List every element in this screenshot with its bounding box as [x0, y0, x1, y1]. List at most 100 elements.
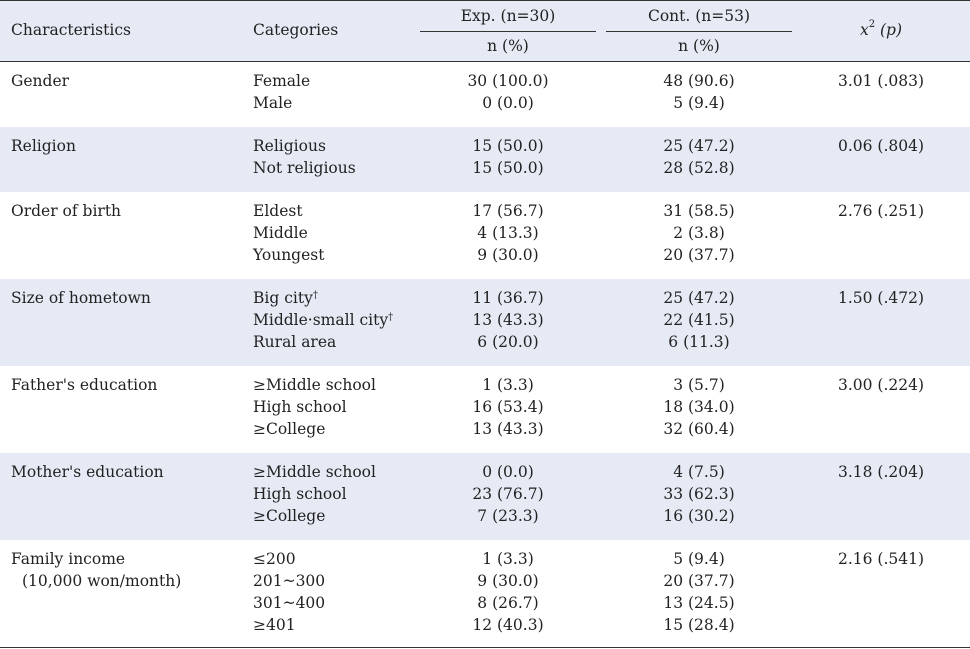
header-cont-group: Cont. (n=53)	[647, 7, 751, 25]
category-cell: Middle·small city†	[253, 309, 393, 331]
category-label: Big city	[253, 289, 313, 307]
category-cell: High school	[253, 396, 347, 418]
cont-value: 28 (52.8)	[663, 159, 735, 177]
characteristic-sublabel: (10,000 won/month)	[22, 572, 182, 590]
cont-value: 20 (37.7)	[663, 246, 735, 264]
table-bottom-rule	[0, 647, 970, 648]
category-cell: Not religious	[253, 157, 356, 179]
cont-value: 20 (37.7)	[663, 572, 735, 590]
cont-value: 31 (58.5)	[663, 202, 735, 220]
exp-value: 13 (43.3)	[472, 311, 544, 329]
category-cell: ≥Middle school	[253, 461, 376, 483]
chi-square-value: 3.01 (.083)	[837, 72, 925, 90]
header-exp-group: Exp. (n=30)	[460, 7, 556, 25]
category-label: ≥College	[253, 507, 326, 525]
cont-value: 25 (47.2)	[663, 289, 735, 307]
header-exp-rule	[420, 31, 596, 32]
category-label: ≥401	[253, 616, 296, 634]
header-cont-rule	[606, 31, 792, 32]
table-row: Father's education 3.00 (.224) ≥Middle sch…	[0, 366, 970, 453]
exp-value: 17 (56.7)	[472, 202, 544, 220]
exp-value: 15 (50.0)	[472, 137, 544, 155]
category-label: 201~300	[253, 572, 326, 590]
category-label: ≥College	[253, 420, 326, 438]
category-label: High school	[253, 398, 347, 416]
table-row: Gender 3.01 (.083) Female 30 (100.0) 48 (90.…	[0, 62, 970, 127]
category-label: Rural area	[253, 333, 337, 351]
category-cell: Rural area	[253, 331, 336, 353]
characteristic-label: Size of hometown	[11, 289, 151, 307]
category-cell: ≥401	[253, 614, 296, 636]
category-label: Eldest	[253, 202, 303, 220]
cont-value: 2 (3.8)	[673, 224, 725, 242]
footnote-mark: †	[388, 312, 394, 323]
category-label: Not religious	[253, 159, 356, 177]
category-label: ≥Middle school	[253, 376, 376, 394]
chi-square-value: 3.18 (.204)	[837, 463, 925, 481]
exp-value: 9 (30.0)	[477, 572, 539, 590]
table-row: Family income (10,000 won/month) 2.16 (.54…	[0, 540, 970, 649]
cont-value: 13 (24.5)	[663, 594, 735, 612]
header-stat-x: x	[859, 21, 869, 39]
table-body: Gender 3.01 (.083) Female 30 (100.0) 48 (90.…	[0, 62, 970, 649]
table-header: Characteristics Categories Exp. (n=30) C…	[0, 0, 970, 62]
category-cell: Religious	[253, 135, 326, 157]
category-label: 301~400	[253, 594, 326, 612]
category-label: Middle	[253, 224, 308, 242]
category-cell: 201~300	[253, 570, 325, 592]
cont-value: 4 (7.5)	[673, 463, 725, 481]
category-label: ≤200	[253, 550, 296, 568]
table-row: Size of hometown 1.50 (.472) Big city† 11 (…	[0, 279, 970, 366]
category-cell: ≤200	[253, 548, 296, 570]
exp-value: 4 (13.3)	[477, 224, 539, 242]
category-cell: High school	[253, 483, 347, 505]
exp-value: 13 (43.3)	[472, 420, 544, 438]
chi-square-value: 3.00 (.224)	[837, 376, 925, 394]
exp-value: 12 (40.3)	[472, 616, 544, 634]
cont-value: 15 (28.4)	[663, 616, 735, 634]
header-chi-square: x2 (p)	[792, 19, 970, 39]
chi-square-value: 2.16 (.541)	[837, 550, 925, 568]
exp-value: 7 (23.3)	[477, 507, 539, 525]
table-row: Order of birth 2.76 (.251) Eldest 17 (56.7)…	[0, 192, 970, 279]
header-categories: Categories	[253, 21, 339, 39]
header-stat-sup: 2	[868, 19, 876, 30]
header-stat-p: (p)	[875, 21, 903, 39]
category-cell: Middle	[253, 222, 308, 244]
characteristic-label: Family income	[11, 550, 126, 568]
table-row: Religion 0.06 (.804) Religious 15 (50.0) 25 …	[0, 127, 970, 192]
cont-value: 18 (34.0)	[663, 398, 735, 416]
exp-value: 11 (36.7)	[472, 289, 544, 307]
category-label: Middle·small city	[253, 311, 389, 329]
cont-value: 32 (60.4)	[663, 420, 735, 438]
chi-square-value: 2.76 (.251)	[837, 202, 925, 220]
cont-value: 5 (9.4)	[673, 94, 725, 112]
category-cell: ≥Middle school	[253, 374, 376, 396]
category-label: Male	[253, 94, 293, 112]
exp-value: 1 (3.3)	[482, 376, 534, 394]
cont-value: 25 (47.2)	[663, 137, 735, 155]
table-row: Mother's education 3.18 (.204) ≥Middle sch…	[0, 453, 970, 540]
cont-value: 3 (5.7)	[673, 376, 725, 394]
exp-value: 1 (3.3)	[482, 550, 534, 568]
exp-value: 0 (0.0)	[482, 94, 534, 112]
header-exp-n-percent: n (%)	[487, 37, 529, 55]
cont-value: 33 (62.3)	[663, 485, 735, 503]
cont-value: 16 (30.2)	[663, 507, 735, 525]
chi-square-value: 0.06 (.804)	[837, 137, 925, 155]
cont-value: 22 (41.5)	[663, 311, 735, 329]
category-label: Female	[253, 72, 311, 90]
category-cell: Youngest	[253, 244, 324, 266]
category-cell: Female	[253, 70, 310, 92]
category-cell: Big city†	[253, 287, 318, 309]
exp-value: 15 (50.0)	[472, 159, 544, 177]
category-cell: ≥College	[253, 505, 325, 527]
exp-value: 16 (53.4)	[472, 398, 544, 416]
header-characteristics: Characteristics	[11, 21, 131, 39]
exp-value: 6 (20.0)	[477, 333, 539, 351]
exp-value: 9 (30.0)	[477, 246, 539, 264]
cont-value: 6 (11.3)	[668, 333, 730, 351]
exp-value: 8 (26.7)	[477, 594, 539, 612]
category-cell: Eldest	[253, 200, 303, 222]
characteristic-label: Order of birth	[11, 202, 122, 220]
